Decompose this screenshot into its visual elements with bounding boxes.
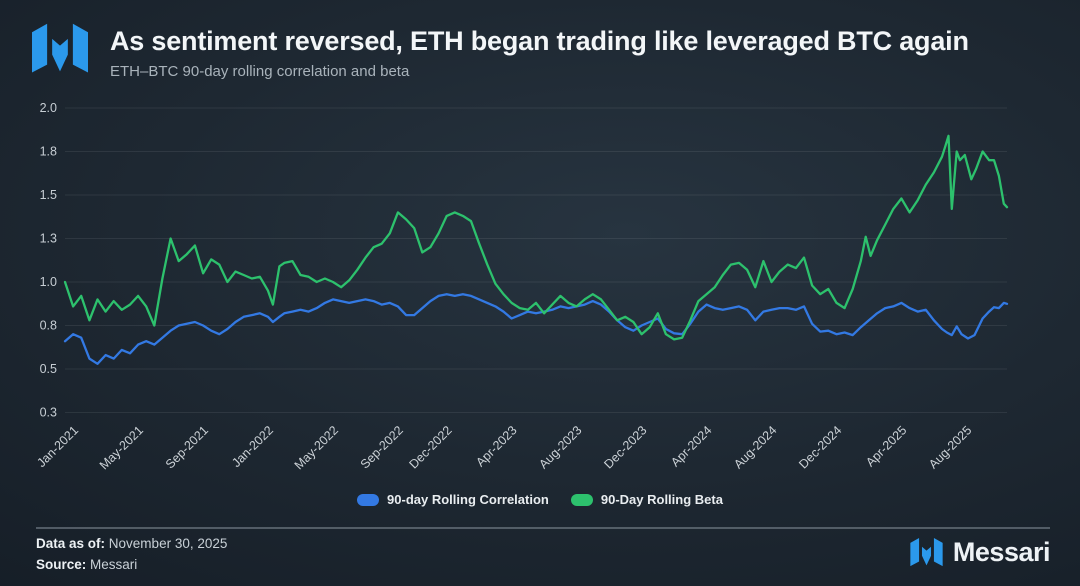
x-tick-label: Dec-2022 [406, 423, 454, 471]
legend-item-1: 90-Day Rolling Beta [570, 492, 723, 507]
x-tick-label: Apr-2023 [473, 423, 519, 469]
y-tick-label: 0.3 [40, 406, 57, 420]
source-line: Source: Messari [36, 554, 227, 575]
y-tick-label: 1.8 [40, 145, 57, 159]
y-tick-label: 0.5 [40, 362, 57, 376]
legend-label: 90-Day Rolling Beta [600, 492, 723, 507]
x-tick-label: Dec-2023 [601, 423, 649, 471]
y-tick-label: 1.0 [40, 275, 57, 289]
x-tick-label: Aug-2024 [731, 423, 779, 471]
messari-logo-icon [910, 537, 943, 567]
x-tick-label: Sep-2022 [358, 423, 406, 471]
source-label: Source: [36, 557, 87, 572]
y-tick-label: 2.0 [40, 101, 57, 115]
header: As sentiment reversed, ETH began trading… [32, 22, 969, 80]
footer-divider [36, 527, 1050, 529]
x-tick-label: Apr-2025 [863, 423, 909, 469]
legend-label: 90-day Rolling Correlation [387, 492, 549, 507]
chart-legend: 90-day Rolling Correlation 90-Day Rolling… [0, 492, 1080, 507]
x-tick-label: May-2022 [292, 423, 341, 472]
footer-meta: Data as of: November 30, 2025 Source: Me… [36, 533, 227, 575]
y-tick-label: 1.3 [40, 232, 57, 246]
brand-wordmark: Messari [952, 537, 1051, 567]
messari-logo-icon [32, 23, 88, 73]
series-line-0 [63, 293, 1009, 365]
series-line-1 [63, 134, 1009, 341]
data-as-of-label: Data as of: [36, 536, 106, 551]
y-tick-label: 1.5 [40, 188, 57, 202]
legend-swatch-icon [357, 493, 380, 506]
y-tick-label: 0.8 [40, 319, 57, 333]
x-tick-label: Jan-2021 [34, 423, 81, 470]
x-tick-label: Sep-2021 [163, 423, 211, 471]
x-tick-label: Jan-2022 [229, 423, 276, 470]
x-tick-label: Aug-2025 [926, 423, 974, 471]
x-tick-label: Aug-2023 [536, 423, 584, 471]
legend-item-0: 90-day Rolling Correlation [357, 492, 549, 507]
page-subtitle: ETH–BTC 90-day rolling correlation and b… [110, 63, 410, 80]
legend-swatch-icon [570, 493, 593, 506]
x-tick-label: May-2021 [97, 423, 146, 472]
data-as-of-line: Data as of: November 30, 2025 [36, 533, 227, 554]
data-as-of-value: November 30, 2025 [108, 536, 228, 551]
x-tick-label: Dec-2024 [796, 423, 844, 471]
title-block: As sentiment reversed, ETH began trading… [110, 22, 969, 80]
source-value: Messari [90, 557, 138, 572]
brand-lockup: Messari [910, 537, 1051, 568]
x-tick-label: Apr-2024 [668, 423, 714, 469]
page-title: As sentiment reversed, ETH began trading… [110, 26, 969, 56]
